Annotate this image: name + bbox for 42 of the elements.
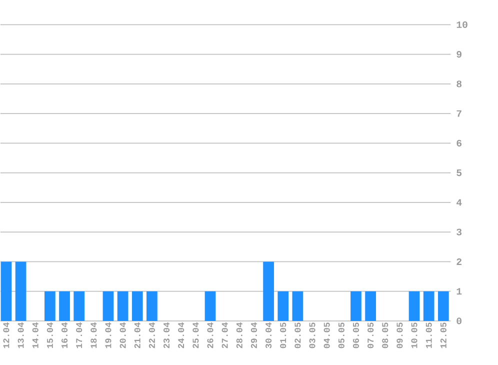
x-tick-label: 06.05	[352, 322, 359, 348]
x-tick-label: 04.05	[324, 322, 330, 348]
x-tick-label: 26.04	[207, 322, 214, 348]
y-tick-label: 6	[456, 140, 462, 146]
y-tick-label: 4	[456, 199, 462, 206]
y-tick-label: 8	[456, 80, 462, 88]
x-tick-label: 12.05	[440, 322, 446, 348]
x-tick-label: 22.04	[148, 322, 155, 348]
x-tick-label: 28.04	[236, 322, 242, 348]
x-tick-label: 12.04	[3, 322, 10, 348]
x-tick-label: 18.04	[90, 322, 97, 348]
x-tick-label: 20.04	[120, 322, 126, 348]
x-tick-label: 13.04	[18, 322, 24, 348]
x-tick-label: 01.05	[280, 322, 286, 348]
x-tick-label: 10.05	[411, 322, 418, 348]
y-tick-label: 10	[456, 21, 468, 28]
x-tick-label: 05.05	[338, 322, 344, 348]
x-tick-label: 03.05	[309, 322, 316, 348]
x-tick-label: 23.04	[164, 322, 170, 348]
x-tick-label: 25.04	[192, 322, 199, 348]
y-tick-label: 5	[456, 169, 462, 176]
x-tick-label: 16.04	[62, 322, 68, 348]
x-tick-label: 09.05	[396, 322, 403, 348]
x-tick-label: 27.04	[222, 322, 228, 348]
x-tick-label: 19.04	[105, 322, 112, 348]
y-tick-label: 7	[456, 110, 462, 117]
y-tick-label: 3	[456, 228, 462, 236]
x-tick-label: 15.04	[46, 322, 53, 348]
y-tick-label: 2	[456, 258, 462, 265]
x-tick-label: 17.04	[76, 322, 82, 348]
y-tick-label: 1	[456, 288, 462, 294]
x-tick-label: 14.04	[32, 322, 38, 348]
x-tick-label: 30.04	[266, 322, 272, 348]
x-tick-label: 08.05	[382, 322, 388, 348]
x-tick-label: 21.04	[134, 322, 140, 348]
x-tick-label: 02.05	[294, 322, 301, 348]
x-tick-label: 11.05	[426, 322, 432, 348]
y-tick-label: 0	[456, 317, 462, 324]
x-tick-label: 29.04	[250, 322, 257, 348]
x-tick-label: 24.04	[178, 322, 184, 348]
x-tick-label: 07.05	[368, 322, 374, 348]
y-tick-label: 9	[456, 50, 462, 58]
